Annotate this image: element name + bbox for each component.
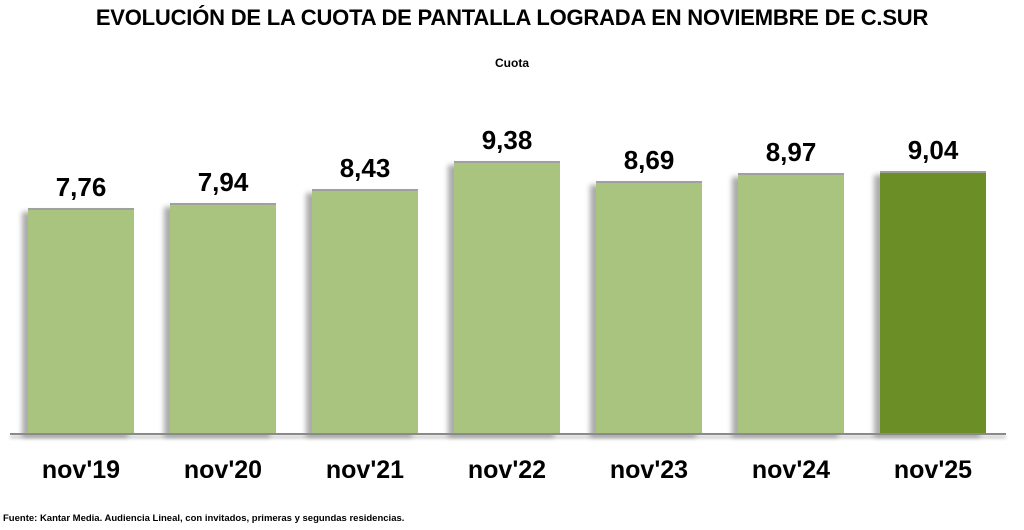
source-note: Fuente: Kantar Media. Audiencia Lineal, … bbox=[3, 513, 405, 524]
value-label-nov-22: 9,38 bbox=[481, 125, 533, 155]
category-label-nov-23: nov'23 bbox=[609, 456, 689, 484]
category-label-nov-24: nov'24 bbox=[751, 456, 831, 484]
value-label-nov-20: 7,94 bbox=[197, 167, 249, 197]
bar-nov-19 bbox=[28, 208, 134, 433]
x-axis-line bbox=[10, 433, 1006, 435]
bar-nov-20 bbox=[170, 203, 276, 433]
category-label-nov-19: nov'19 bbox=[41, 456, 121, 484]
legend-label-cuota: Cuota bbox=[495, 56, 529, 70]
value-label-nov-23: 8,69 bbox=[623, 145, 675, 175]
bar-nov-23 bbox=[596, 181, 702, 433]
value-label-nov-24: 8,97 bbox=[765, 137, 817, 167]
category-label-nov-20: nov'20 bbox=[183, 456, 263, 484]
bar-nov-21 bbox=[312, 189, 418, 433]
value-label-nov-21: 8,43 bbox=[339, 153, 391, 183]
value-label-nov-19: 7,76 bbox=[55, 172, 107, 202]
bar-nov-25 bbox=[880, 171, 986, 433]
value-label-nov-25: 9,04 bbox=[907, 135, 959, 165]
bar-nov-22 bbox=[454, 161, 560, 433]
category-label-nov-22: nov'22 bbox=[467, 456, 547, 484]
chart-title: EVOLUCIÓN DE LA CUOTA DE PANTALLA LOGRAD… bbox=[95, 5, 929, 30]
bar-nov-24 bbox=[738, 173, 844, 433]
category-label-nov-21: nov'21 bbox=[325, 456, 405, 484]
category-label-nov-25: nov'25 bbox=[893, 456, 973, 484]
